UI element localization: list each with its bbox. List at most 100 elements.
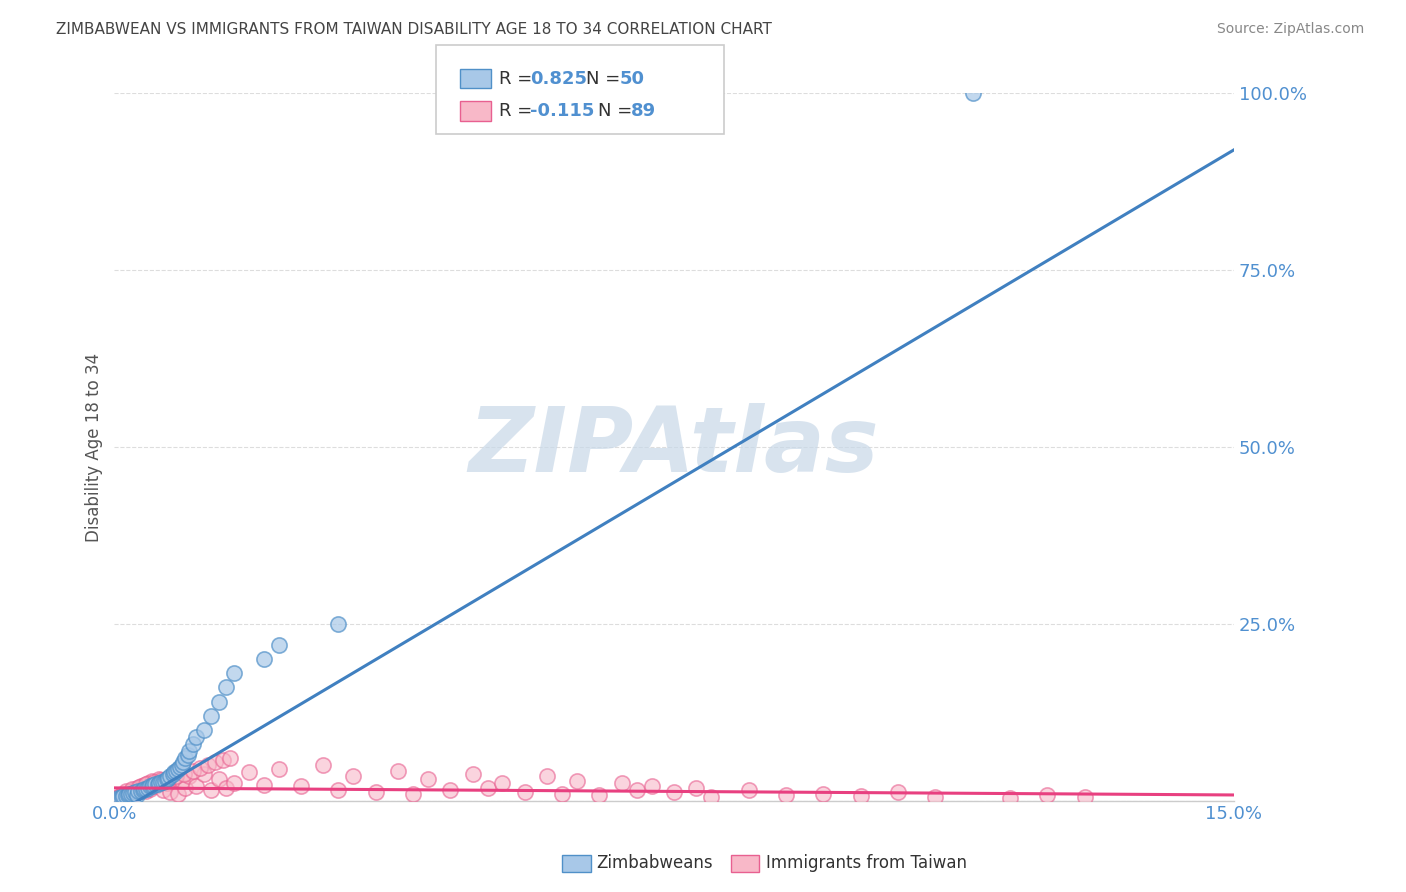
Point <box>111 787 134 801</box>
Text: ZIMBABWEAN VS IMMIGRANTS FROM TAIWAN DISABILITY AGE 18 TO 34 CORRELATION CHART: ZIMBABWEAN VS IMMIGRANTS FROM TAIWAN DIS… <box>56 22 772 37</box>
Point <box>127 784 149 798</box>
Point <box>170 758 193 772</box>
Point <box>157 771 180 785</box>
Point <box>141 779 163 793</box>
Point <box>105 792 128 806</box>
Point <box>145 780 167 794</box>
Point <box>477 780 499 795</box>
Text: Immigrants from Taiwan: Immigrants from Taiwan <box>766 854 967 871</box>
Point <box>267 638 290 652</box>
Point <box>186 730 208 744</box>
Point <box>114 787 136 801</box>
Point <box>146 777 169 791</box>
Point <box>813 787 835 801</box>
Point <box>136 780 159 795</box>
Point <box>416 772 439 787</box>
Point <box>163 771 186 785</box>
Point <box>129 783 152 797</box>
Point <box>118 787 141 801</box>
Point <box>204 756 226 770</box>
Point <box>143 775 166 789</box>
Point <box>156 776 179 790</box>
Point <box>163 765 186 780</box>
Point <box>110 790 132 805</box>
Point <box>152 783 174 797</box>
Point <box>222 776 245 790</box>
Text: 50: 50 <box>620 70 645 87</box>
Point <box>166 762 188 776</box>
Text: 0.825: 0.825 <box>530 70 588 87</box>
Point <box>107 790 129 805</box>
Point <box>197 758 219 772</box>
Point <box>177 744 200 758</box>
Point <box>135 783 157 797</box>
Point <box>111 790 134 805</box>
Point <box>136 776 159 790</box>
Point <box>127 784 149 798</box>
Point <box>312 758 335 772</box>
Point <box>121 782 143 797</box>
Point <box>124 785 146 799</box>
Point <box>193 766 215 780</box>
Point <box>132 783 155 797</box>
Point <box>150 773 173 788</box>
Point <box>439 783 461 797</box>
Point <box>134 778 156 792</box>
Point <box>177 769 200 783</box>
Point <box>700 790 723 805</box>
Point <box>222 666 245 681</box>
Point <box>114 789 136 803</box>
Point <box>132 782 155 797</box>
Point <box>215 681 238 695</box>
Text: N =: N = <box>598 102 637 120</box>
Point <box>662 785 685 799</box>
Point <box>125 788 148 802</box>
Point <box>610 776 633 790</box>
Point <box>111 788 134 802</box>
Point <box>110 791 132 805</box>
Point <box>120 787 142 801</box>
Point <box>238 765 260 780</box>
Point <box>565 773 588 788</box>
Point <box>128 780 150 794</box>
Point <box>148 772 170 787</box>
Point <box>215 780 238 795</box>
Text: R =: R = <box>499 70 538 87</box>
Point <box>139 781 162 796</box>
Point <box>129 780 152 794</box>
Point <box>998 791 1021 805</box>
Point <box>108 789 131 804</box>
Y-axis label: Disability Age 18 to 34: Disability Age 18 to 34 <box>86 352 103 541</box>
Point <box>166 787 188 801</box>
Text: Zimbabweans: Zimbabweans <box>596 854 713 871</box>
Point <box>112 789 135 804</box>
Text: ZIPAtlas: ZIPAtlas <box>468 403 879 491</box>
Point <box>117 788 139 802</box>
Point <box>135 781 157 796</box>
Point <box>219 751 242 765</box>
Point <box>122 786 145 800</box>
Point <box>738 783 761 797</box>
Point <box>551 787 574 801</box>
Point <box>165 769 187 783</box>
Point <box>211 753 233 767</box>
Point <box>290 780 312 794</box>
Text: N =: N = <box>586 70 626 87</box>
Point <box>253 652 276 666</box>
Point <box>112 789 135 804</box>
Point <box>157 771 180 785</box>
Point <box>188 761 211 775</box>
Point <box>118 785 141 799</box>
Point <box>364 785 387 799</box>
Point <box>124 786 146 800</box>
Text: R =: R = <box>499 102 538 120</box>
Point <box>125 780 148 795</box>
Text: 89: 89 <box>631 102 657 120</box>
Point <box>148 776 170 790</box>
Point <box>165 764 187 778</box>
Point <box>115 784 138 798</box>
Point <box>107 790 129 805</box>
Point <box>536 769 558 783</box>
Point <box>253 778 276 792</box>
Point <box>149 775 172 789</box>
